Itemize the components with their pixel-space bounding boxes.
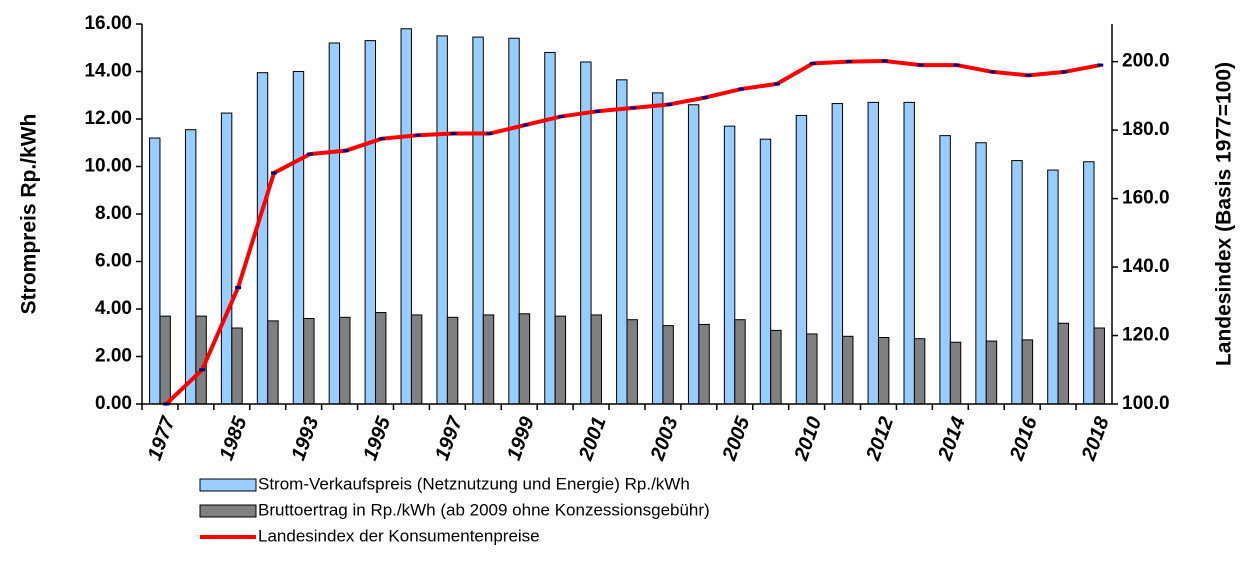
bar <box>806 333 818 405</box>
bar <box>328 42 341 405</box>
bar <box>759 138 772 405</box>
legend-swatch <box>199 478 257 492</box>
bar <box>734 319 746 405</box>
bar <box>949 341 962 405</box>
x-tick-label: 1985 <box>216 413 252 463</box>
bar <box>723 125 736 405</box>
x-tick-label: 2012 <box>862 414 898 464</box>
x-tick-label: 1997 <box>431 413 467 463</box>
y2-tick-label: 200.0 <box>1122 51 1170 72</box>
y2-axis-label: Landesindex (Basis 1977=100) <box>1213 62 1236 366</box>
x-tick-label: 1993 <box>287 414 323 463</box>
bar <box>877 337 890 405</box>
y2-tick-label: 180.0 <box>1122 119 1170 140</box>
bar <box>410 314 423 405</box>
bar <box>267 320 279 405</box>
bar <box>652 92 664 405</box>
legend-label: Bruttoertrag in Rp./kWh (ab 2009 ohne Ko… <box>258 500 710 519</box>
x-tick-label: 2016 <box>1006 413 1043 464</box>
bar <box>446 316 459 405</box>
bar <box>518 313 531 405</box>
bar <box>1047 169 1059 405</box>
legend-label: Landesindex der Konsumentenpreise <box>258 526 540 545</box>
y-tick-label: 6.00 <box>95 251 132 272</box>
y2-tick-label: 100.0 <box>1122 393 1170 414</box>
y-tick-label: 16.00 <box>84 13 132 34</box>
x-tick-label: 2010 <box>790 414 826 464</box>
bar <box>616 79 628 405</box>
bar <box>256 72 269 405</box>
y-tick-label: 0.00 <box>95 393 132 414</box>
legend-label: Strom-Verkaufspreis (Netznutzung und Ene… <box>258 474 690 493</box>
bar <box>662 325 674 405</box>
bar <box>231 327 243 405</box>
bar <box>436 35 448 405</box>
y-tick-label: 12.00 <box>84 108 132 129</box>
y-tick-label: 14.00 <box>84 61 132 82</box>
bar <box>554 315 567 405</box>
bar <box>590 314 602 405</box>
bar <box>698 323 710 405</box>
bar <box>1011 160 1023 405</box>
bar <box>472 36 484 405</box>
bar <box>159 315 171 405</box>
x-tick-label: 1995 <box>359 413 395 463</box>
bar <box>292 71 305 405</box>
bar <box>687 104 700 405</box>
x-tick-label: 1977 <box>144 413 180 463</box>
legend-swatch <box>199 504 257 518</box>
bar <box>985 340 998 405</box>
bar <box>303 318 315 405</box>
y-tick-label: 4.00 <box>95 298 132 319</box>
bar <box>364 40 377 405</box>
y-axis-label: Strompreis Rp./kWh <box>18 114 41 315</box>
bar <box>831 103 844 405</box>
bar <box>939 135 951 405</box>
x-tick-label: 2018 <box>1077 413 1114 464</box>
bar <box>1083 161 1095 405</box>
bar <box>867 101 879 405</box>
bar <box>482 314 495 405</box>
bar <box>508 37 520 405</box>
bar <box>1093 327 1105 405</box>
x-tick-label: 2001 <box>575 414 611 464</box>
bar <box>842 335 854 405</box>
bar <box>149 137 161 405</box>
x-tick-label: 2003 <box>646 414 682 464</box>
x-tick-label: 2005 <box>718 413 755 464</box>
bar <box>1057 322 1070 405</box>
y-tick-label: 10.00 <box>84 156 132 177</box>
y-tick-label: 2.00 <box>95 346 132 367</box>
x-tick-label: 2014 <box>934 414 970 464</box>
bar <box>220 112 233 405</box>
bar <box>339 316 351 405</box>
bar <box>400 28 412 405</box>
bar <box>795 114 808 405</box>
bar <box>903 101 915 405</box>
bar <box>1021 339 1034 405</box>
y2-tick-label: 160.0 <box>1122 188 1170 209</box>
bar <box>375 312 387 405</box>
y2-tick-label: 140.0 <box>1122 256 1170 277</box>
bar <box>184 129 197 405</box>
bar <box>544 52 556 405</box>
y2-tick-label: 120.0 <box>1122 325 1170 346</box>
bar <box>626 319 638 405</box>
x-tick-label: 1999 <box>503 413 539 463</box>
y-tick-label: 8.00 <box>95 203 132 224</box>
bar <box>770 329 782 405</box>
bar <box>975 142 987 405</box>
bar <box>913 338 926 405</box>
